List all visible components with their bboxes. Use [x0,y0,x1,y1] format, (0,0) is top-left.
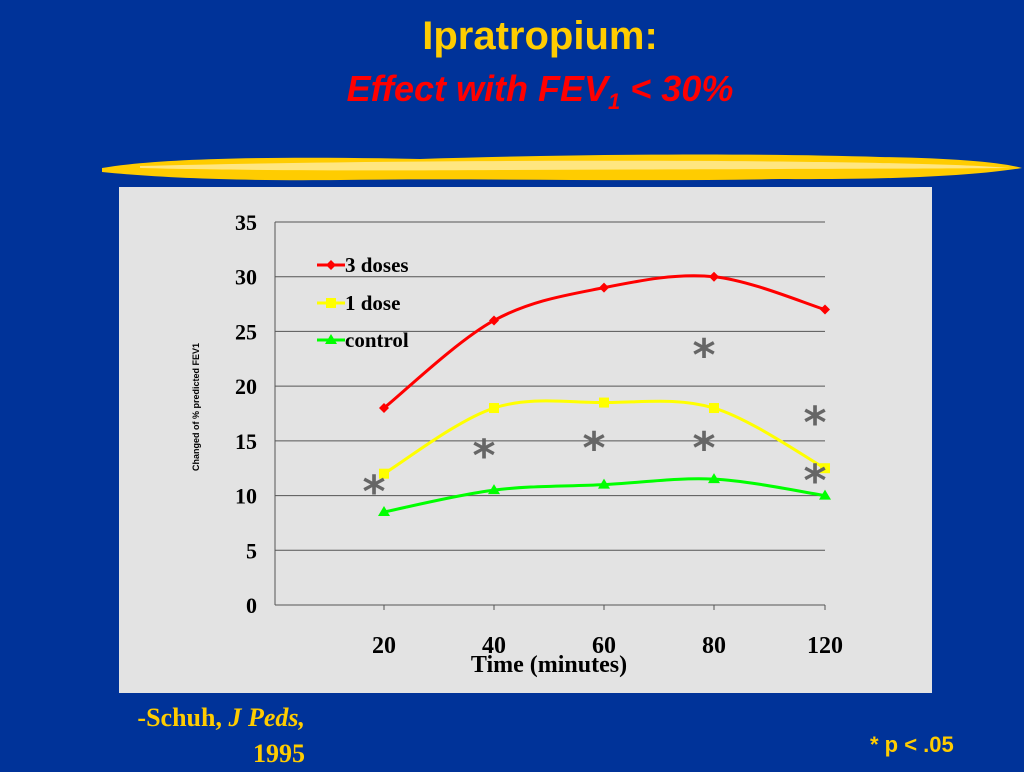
significance-asterisk: * [582,423,605,474]
data-point-marker [819,489,831,500]
chart-panel: 0 5 10 15 20 25 30 35 20 40 60 80 120 Time (minutes) C… [119,187,932,693]
legend-label: 3 doses [345,253,409,277]
x-axis-title: Time (minutes) [471,652,627,678]
x-tick-label: 40 [482,633,506,659]
legend-marker [326,298,336,308]
series-line-1 [383,274,826,410]
x-tick-label: 20 [372,633,396,659]
data-point-marker [379,468,389,479]
y-tick-label: 20 [235,374,257,399]
y-tick-label: 0 [246,593,257,618]
y-tick-label: 30 [235,265,257,290]
legend-label: 1 dose [345,291,400,315]
slide-subtitle: Effect with FEV1 < 30% [0,68,1024,115]
data-point-marker [489,315,499,326]
significance-asterisk: * [472,431,495,482]
data-point-marker [708,473,720,484]
data-point-marker [598,478,610,489]
y-tick-label: 25 [235,319,257,344]
legend-label: control [345,328,409,352]
slide-title: Ipratropium: [422,14,658,58]
data-point-marker [379,403,389,414]
citation-journal: J Peds, [228,703,305,732]
y-tick-label: 5 [246,538,257,563]
citation-year: 1995 [253,739,305,768]
data-point-marker [488,484,500,495]
data-point-marker [820,463,830,474]
chart: 0 5 10 15 20 25 30 35 20 40 60 80 120 Time (minutes) C… [191,210,843,678]
citation-line-1: -Schuh, J Peds, [60,700,305,736]
y-tick-label: 35 [235,210,257,235]
significance-asterisk: * [803,456,826,507]
data-point-marker [489,403,499,414]
data-point-marker [599,397,609,408]
legend-marker [326,260,336,270]
data-point-marker [599,282,609,293]
x-tick-label: 60 [592,633,616,659]
citation-author: -Schuh, [137,703,229,732]
significance-asterisk: * [692,330,715,381]
significance-asterisk: * [692,423,715,474]
data-point-marker [709,271,719,282]
subtitle-suffix: < 30% [620,68,734,109]
significance-asterisk: * [362,467,385,518]
subtitle-prefix: Effect with FEV [346,68,609,109]
legend-marker [325,334,337,344]
data-point-marker [820,304,830,315]
y-axis-title: Changed of % predicted FEV1 [191,343,201,471]
x-tick-label: 80 [702,633,726,659]
significance-asterisk: * [803,398,826,449]
subtitle-subscript: 1 [608,89,621,115]
data-point-marker [378,505,390,516]
citation: -Schuh, J Peds, 1995 [60,700,305,772]
brush-stroke-divider [102,154,1022,181]
y-tick-label: 15 [235,429,257,454]
y-tick-label: 10 [235,484,257,509]
data-point-marker [709,403,719,414]
x-tick-label: 120 [807,633,843,659]
significance-footnote: * p < .05 [870,732,954,757]
brush-stroke-streak [140,160,1010,171]
